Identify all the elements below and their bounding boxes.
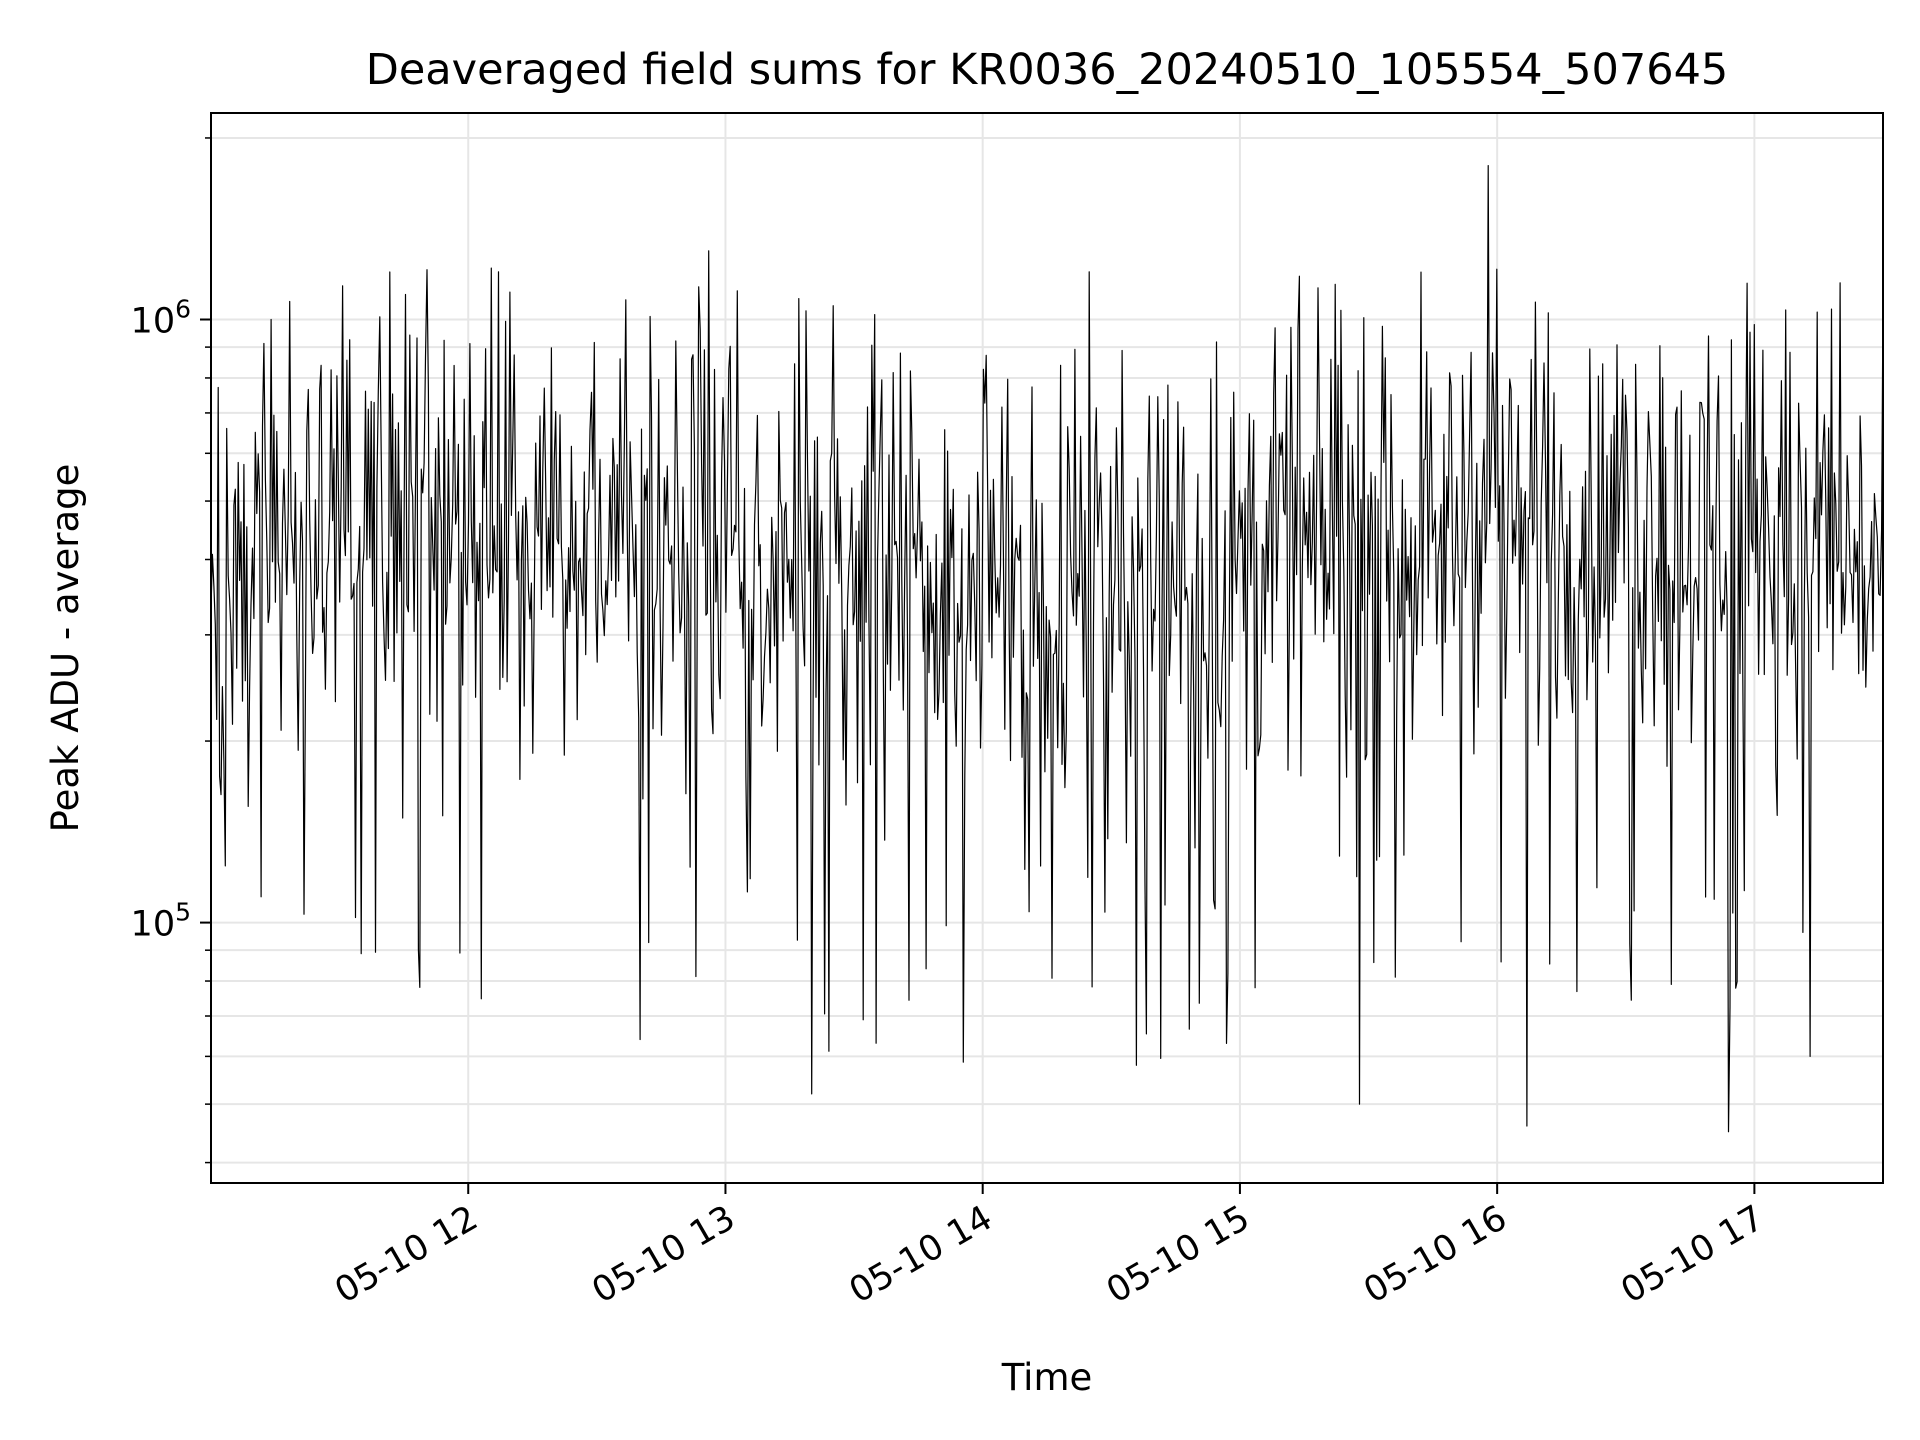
y-tick-label: 105 <box>131 898 191 945</box>
plot-frame <box>210 112 1884 1184</box>
series-line <box>210 165 1884 1133</box>
y-axis-label: Peak ADU - average <box>44 464 87 833</box>
y-axis: 105 106 <box>131 137 211 1164</box>
chart-title: Deaveraged field sums for KR0036_2024051… <box>366 45 1729 95</box>
series-layer <box>210 165 1884 1133</box>
y-tick-label: 106 <box>131 295 191 342</box>
gridlines <box>211 113 1883 1183</box>
x-axis-label: Time <box>1001 1356 1093 1399</box>
